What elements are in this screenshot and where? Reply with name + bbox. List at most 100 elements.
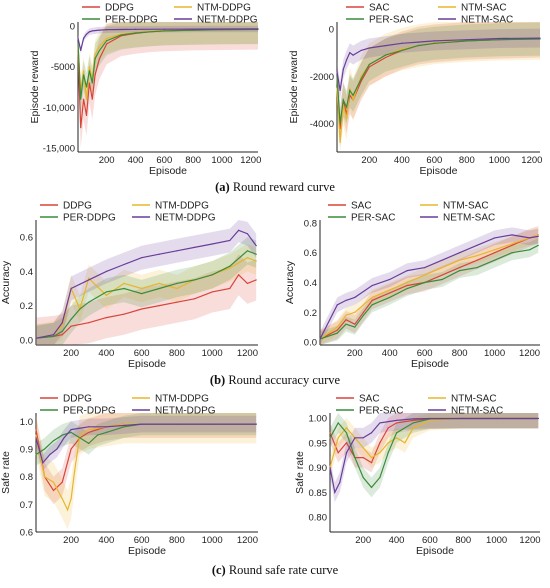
series-band: [330, 413, 539, 473]
data-point: [476, 255, 478, 257]
data-point: [345, 59, 348, 61]
data-point: [537, 417, 539, 420]
data-point: [342, 99, 344, 101]
data-point: [94, 57, 96, 60]
data-point: [158, 253, 160, 255]
data-point: [362, 437, 364, 439]
legend-label: NTM-DDPG: [155, 201, 209, 212]
data-point: [539, 38, 541, 40]
data-point: [105, 317, 107, 319]
data-point: [370, 457, 373, 459]
x-tick-label: 600: [134, 535, 150, 546]
data-point: [511, 244, 513, 246]
chart-panel: 200 400 600 800 1000 1200 0.6 0.7 0.8 0.9 1.0 Episo…: [0, 394, 258, 557]
data-point: [255, 245, 257, 247]
x-tick-label: 800: [459, 155, 475, 166]
data-point: [537, 234, 539, 236]
data-point: [70, 287, 72, 290]
data-point: [337, 422, 339, 424]
data-point: [371, 296, 373, 298]
data-point: [61, 330, 63, 332]
y-tick-label: -15,000: [43, 143, 75, 154]
data-point: [389, 292, 391, 294]
data-point: [141, 423, 143, 425]
data-point: [387, 427, 389, 429]
legend-label: SAC: [369, 3, 390, 14]
data-point: [70, 318, 72, 320]
legend-label: PER-SAC: [369, 15, 413, 26]
series-band: [36, 413, 257, 530]
series-band: [320, 227, 539, 345]
data-point: [371, 284, 373, 287]
data-point: [412, 419, 414, 422]
y-axis-label: Episode reward: [288, 50, 300, 123]
data-point: [70, 325, 72, 327]
caption-a: (a) Round reward curve: [0, 180, 550, 195]
data-point: [424, 274, 426, 276]
y-tick-label: 0.7: [20, 500, 33, 511]
legend-label: NETM-DDPG: [197, 15, 258, 26]
legend: SAC NTM-SAC PER-SAC NETM-SAC: [328, 201, 495, 224]
data-point: [406, 269, 408, 272]
data-point: [354, 296, 356, 298]
data-point: [88, 66, 90, 68]
data-point: [493, 249, 496, 251]
data-point: [352, 94, 354, 96]
data-point: [158, 287, 160, 290]
data-point: [511, 234, 513, 236]
data-point: [345, 106, 348, 108]
data-point: [345, 427, 348, 429]
legend-label: NETM-SAC: [443, 213, 495, 224]
data-point: [49, 453, 51, 456]
data-point: [389, 278, 391, 281]
data-point: [106, 29, 108, 31]
data-point: [334, 491, 336, 493]
data-point: [35, 429, 37, 431]
legend: DDPG NTM-DDPG PER-DDPG NETM-DDPG: [82, 3, 258, 26]
y-tick-label: 0.4: [20, 267, 33, 278]
x-tick-label: 1000: [484, 348, 505, 359]
x-tick-label: 600: [134, 348, 150, 359]
data-point: [466, 40, 468, 42]
y-tick-label: 0.85: [309, 488, 328, 499]
data-point: [61, 334, 63, 336]
legend: DDPG NTM-DDPG PER-DDPG NETM-DDPG: [40, 201, 216, 224]
data-point: [459, 267, 461, 269]
data-point: [52, 481, 55, 483]
series-line: [319, 234, 539, 340]
data-point: [412, 427, 414, 429]
data-point: [387, 442, 389, 444]
data-point: [401, 49, 403, 51]
data-point: [362, 304, 365, 306]
legend-label: PER-DDPG: [63, 213, 116, 224]
data-point: [412, 422, 414, 424]
data-point: [61, 498, 63, 500]
data-point: [528, 237, 531, 239]
data-point: [52, 335, 55, 338]
data-point: [345, 299, 347, 301]
x-tick-label: 200: [99, 155, 115, 166]
data-point: [105, 426, 107, 428]
data-point: [246, 282, 249, 284]
legend-label: PER-SAC: [359, 406, 403, 417]
chart-panel: 200 400 600 800 1000 1200 0.0 0.2 0.4 0.6 Episode A…: [0, 201, 258, 370]
series-band: [78, 22, 258, 114]
data-point: [345, 314, 347, 316]
x-tick-label: 200: [361, 155, 377, 166]
data-point: [134, 28, 137, 30]
series-line: [35, 423, 257, 465]
data-point: [337, 437, 339, 439]
data-point: [406, 281, 408, 284]
series-band: [320, 226, 539, 345]
data-point: [96, 434, 99, 436]
data-point: [66, 509, 69, 511]
data-point: [106, 43, 108, 45]
data-point: [85, 98, 88, 100]
data-point: [362, 447, 364, 449]
caption-b-text: Round accuracy curve: [228, 373, 341, 387]
data-point: [85, 86, 88, 88]
data-point: [123, 263, 125, 266]
data-point: [88, 442, 90, 445]
data-point: [345, 118, 348, 120]
data-point: [211, 243, 213, 245]
